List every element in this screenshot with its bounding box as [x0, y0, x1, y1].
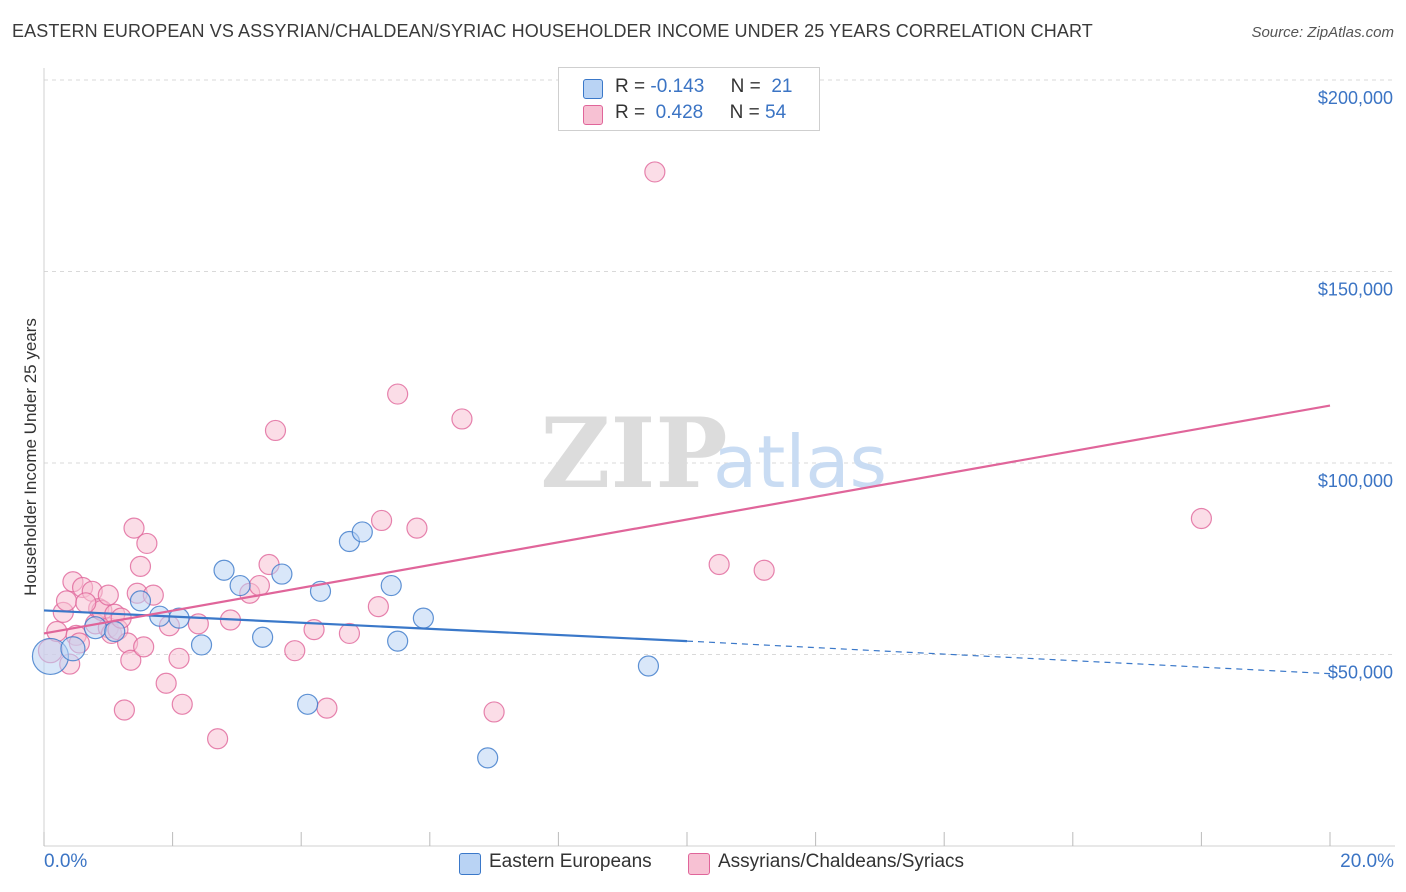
- data-point: [248, 574, 271, 597]
- data-point: [477, 747, 499, 769]
- data-point: [129, 590, 152, 612]
- legend-r-value: 0.428: [655, 102, 704, 123]
- source-label: Source: ZipAtlas.com: [1251, 24, 1394, 41]
- data-point: [370, 509, 393, 532]
- data-point: [406, 517, 428, 539]
- legend-n-label: N =: [730, 76, 761, 97]
- data-point: [190, 634, 213, 656]
- data-point: [380, 574, 402, 597]
- x-axis-max-label: 20.0%: [1340, 851, 1394, 872]
- data-point: [213, 559, 235, 581]
- data-point: [1190, 507, 1213, 530]
- data-point: [387, 383, 409, 405]
- data-point: [284, 640, 306, 662]
- legend-n-value: 21: [771, 76, 793, 97]
- data-point: [351, 521, 373, 543]
- legend-r-value: -0.143: [650, 76, 705, 97]
- data-point: [252, 626, 274, 648]
- data-point: [264, 419, 287, 442]
- legend-swatch-pink: [583, 105, 603, 125]
- legend-n-label: N =: [729, 102, 760, 123]
- legend-r-label: R =: [615, 102, 646, 123]
- data-point: [753, 559, 775, 581]
- y-tick-label: $150,000: [1318, 280, 1393, 300]
- data-point: [412, 607, 434, 629]
- data-point: [387, 630, 409, 652]
- data-point: [75, 592, 97, 614]
- legend-r-label: R =: [615, 76, 646, 97]
- data-point: [207, 728, 229, 750]
- data-point: [133, 636, 155, 658]
- data-point: [171, 693, 193, 715]
- data-point: [136, 532, 158, 555]
- correlation-legend: R = -0.143 N = 21 R = 0.428 N = 54: [558, 67, 820, 131]
- data-point: [60, 636, 86, 662]
- trend-line-eastern-europeans-extrapolated: [686, 640, 1331, 675]
- data-point: [637, 655, 660, 677]
- data-point: [97, 584, 119, 606]
- series-eastern-europeans: [31, 521, 660, 769]
- y-tick-labels: $50,000 $100,000 $150,000 $200,000: [1318, 88, 1393, 683]
- data-point: [129, 555, 152, 578]
- trend-line-assyrians: [43, 404, 1331, 635]
- data-point: [367, 596, 389, 618]
- axes: [43, 68, 1395, 847]
- watermark-atlas: atlas: [713, 420, 887, 504]
- legend-swatch-blue: [583, 79, 603, 99]
- watermark-zip: ZIP: [540, 397, 727, 510]
- data-point: [338, 622, 361, 645]
- data-point: [483, 701, 505, 723]
- trend-line-eastern-europeans: [43, 609, 688, 643]
- y-tick-label: $50,000: [1328, 663, 1393, 683]
- data-point: [83, 616, 108, 640]
- data-point: [316, 697, 338, 719]
- data-point: [271, 563, 293, 585]
- y-tick-label: $100,000: [1318, 471, 1393, 491]
- trend-lines: [43, 404, 1331, 675]
- data-point: [55, 590, 78, 612]
- bottom-legend-label: Assyrians/Chaldeans/Syriacs: [718, 851, 965, 872]
- y-axis-label: Householder Income Under 25 years: [21, 318, 40, 596]
- data-point: [113, 699, 135, 721]
- bottom-legend-label: Eastern Europeans: [489, 851, 652, 872]
- data-point: [644, 161, 666, 183]
- data-point: [123, 517, 145, 539]
- bottom-legend-swatch-blue: [459, 853, 481, 875]
- data-point: [120, 649, 142, 671]
- bottom-legend-swatch-pink: [688, 853, 710, 875]
- data-point: [708, 553, 730, 576]
- data-point: [168, 647, 190, 669]
- data-point: [104, 620, 126, 643]
- data-point: [451, 408, 473, 430]
- data-point: [229, 574, 251, 597]
- legend-n-value: 54: [765, 102, 787, 123]
- chart-title: EASTERN EUROPEAN VS ASSYRIAN/CHALDEAN/SY…: [12, 21, 1093, 41]
- y-tick-label: $200,000: [1318, 88, 1393, 108]
- data-point: [155, 672, 177, 694]
- x-axis-min-label: 0.0%: [44, 851, 88, 872]
- data-point: [297, 693, 319, 715]
